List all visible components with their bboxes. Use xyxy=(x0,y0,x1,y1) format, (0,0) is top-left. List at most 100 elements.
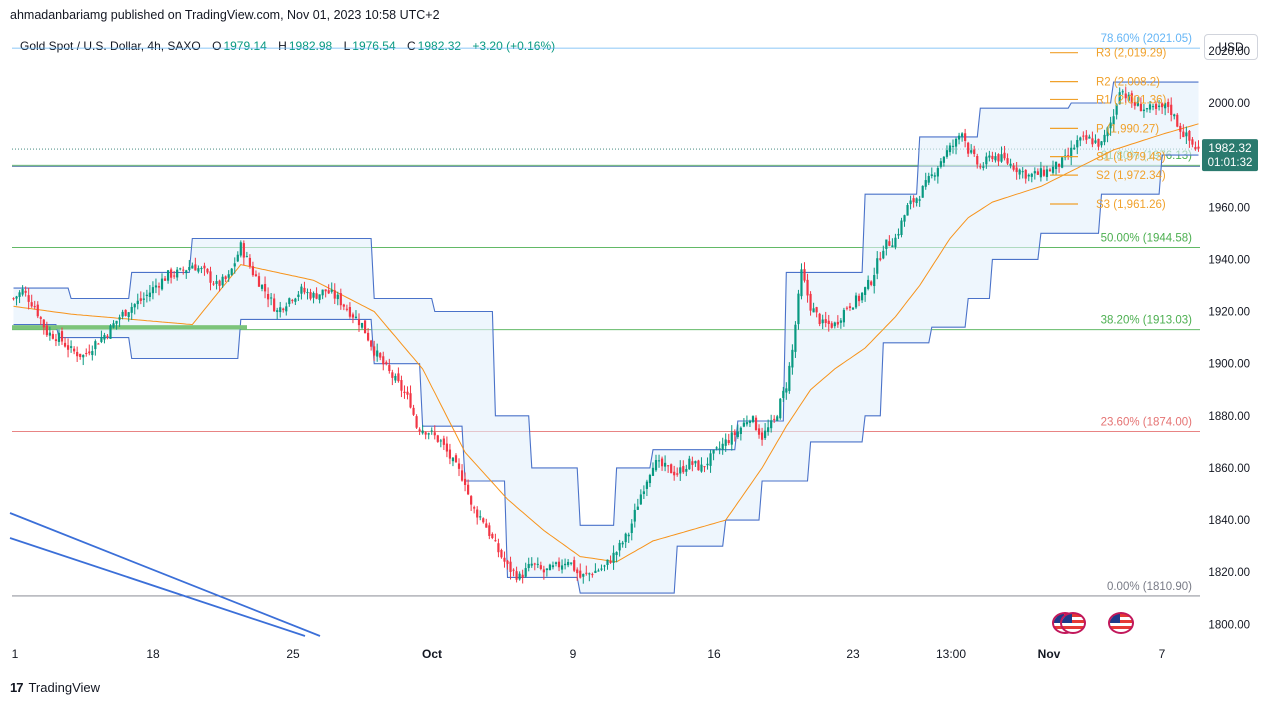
candle-body xyxy=(315,293,318,299)
candle-body xyxy=(42,319,45,328)
candle-body xyxy=(1033,171,1036,174)
high-label: H xyxy=(278,39,287,53)
candle-body xyxy=(88,351,91,354)
time-tick: 25 xyxy=(286,647,300,661)
candle-body xyxy=(988,155,991,158)
candle-body xyxy=(767,427,770,433)
candle-body xyxy=(748,420,752,423)
symbol-title[interactable]: Gold Spot / U.S. Dollar, 4h, SAXO xyxy=(20,39,201,53)
price-axis[interactable]: 2020.002000.001980.001960.001940.001920.… xyxy=(1202,46,1258,632)
candle-body xyxy=(964,133,967,141)
candle-body xyxy=(121,311,124,317)
candle-body xyxy=(430,430,433,432)
candle-body xyxy=(764,430,767,439)
candle-body xyxy=(1157,105,1161,107)
candle-body xyxy=(1061,157,1064,168)
tradingview-logo-icon: 17 xyxy=(10,680,24,695)
candle-body xyxy=(900,220,903,235)
candle-body xyxy=(654,460,658,471)
candle-body xyxy=(754,417,758,431)
candle-body xyxy=(279,307,282,313)
candle-body xyxy=(897,233,900,236)
fib-label: 0.00% (1810.90) xyxy=(1107,581,1192,593)
candle-body xyxy=(1070,147,1073,158)
price-tick: 1800.00 xyxy=(1208,619,1250,631)
candle-body xyxy=(851,307,855,310)
candle-body xyxy=(409,393,412,408)
candle-body xyxy=(1088,136,1091,139)
candle-body xyxy=(363,320,367,334)
candle-body xyxy=(560,565,564,570)
candle-body xyxy=(1076,140,1079,148)
candle-body xyxy=(751,416,755,422)
candle-body xyxy=(1091,138,1094,145)
candle-body xyxy=(1170,104,1173,115)
candle-body xyxy=(418,429,421,432)
candle-body xyxy=(285,306,288,312)
candle-body xyxy=(48,332,51,336)
candle-body xyxy=(539,565,542,569)
currency-button[interactable]: USD xyxy=(1204,34,1258,60)
candle-body xyxy=(327,290,330,294)
candle-body xyxy=(770,420,773,429)
candle-body xyxy=(194,264,197,271)
us-flag-event-icon[interactable] xyxy=(1108,612,1134,634)
low-value: 1976.54 xyxy=(352,39,396,53)
candle-body xyxy=(1127,94,1130,101)
candle-body xyxy=(673,471,676,476)
candle-body xyxy=(1079,137,1082,141)
candle-body xyxy=(524,568,527,577)
candle-body xyxy=(921,185,924,198)
candle-body xyxy=(567,561,570,566)
candle-body xyxy=(266,293,270,300)
donchian-channel xyxy=(12,81,1199,594)
time-axis[interactable]: 1 18 25 Oct 9 16 23 13:00 Nov 7 xyxy=(12,647,1166,661)
candle-body xyxy=(221,276,224,286)
candle-body xyxy=(618,542,621,551)
us-flag-event-icon[interactable] xyxy=(1060,612,1086,634)
candle-body xyxy=(73,348,76,352)
price-tick: 1840.00 xyxy=(1208,515,1250,527)
time-tick: 13:00 xyxy=(936,647,966,661)
candle-body xyxy=(21,289,24,295)
candle-body xyxy=(518,573,521,580)
candle-body xyxy=(245,256,248,258)
candle-body xyxy=(991,155,994,160)
candle-body xyxy=(782,390,785,398)
candle-body xyxy=(1027,174,1030,177)
tradingview-brand[interactable]: 17 TradingView xyxy=(10,680,100,695)
candle-body xyxy=(209,271,212,283)
candle-body xyxy=(451,457,455,462)
candle-body xyxy=(979,166,982,168)
candle-body xyxy=(76,351,79,357)
candle-body xyxy=(79,353,82,357)
candle-body xyxy=(915,198,918,204)
price-tick: 1960.00 xyxy=(1208,202,1250,214)
price-tick: 2020.00 xyxy=(1208,46,1250,58)
candle-body xyxy=(476,509,479,518)
candle-body xyxy=(918,199,921,201)
candle-body xyxy=(230,268,233,275)
candle-body xyxy=(597,570,600,572)
candle-body xyxy=(176,269,179,278)
candle-body xyxy=(473,507,476,509)
candle-body xyxy=(15,296,18,299)
candle-body xyxy=(912,198,915,203)
candle-body xyxy=(97,343,100,345)
price-tick: 1820.00 xyxy=(1208,567,1250,579)
candle-body xyxy=(173,275,176,277)
candle-body xyxy=(263,283,267,292)
fib-label: 38.20% (1913.03) xyxy=(1101,315,1193,327)
candle-body xyxy=(594,570,597,573)
candle-body xyxy=(685,469,688,472)
candle-body xyxy=(960,133,964,137)
candle-body xyxy=(54,339,58,342)
candle-body xyxy=(670,464,673,474)
fib-label: 50.00% (1944.58) xyxy=(1101,232,1193,244)
candle-body xyxy=(300,286,303,294)
candle-body xyxy=(645,481,649,489)
candle-body xyxy=(712,449,715,454)
candle-body xyxy=(294,298,297,302)
candle-body xyxy=(506,560,509,564)
